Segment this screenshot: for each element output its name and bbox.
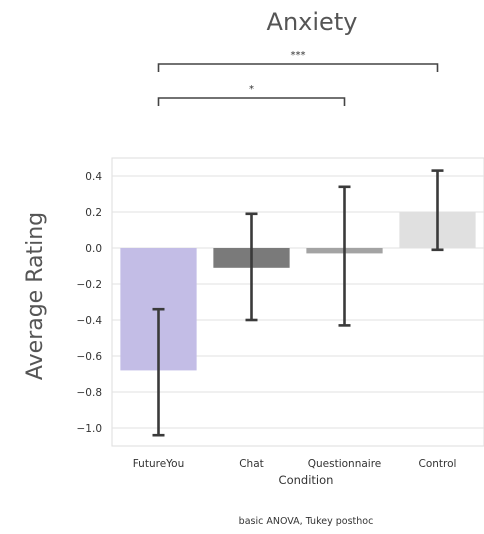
plot-frame bbox=[111, 157, 484, 447]
y-tick-label: 0.2 bbox=[85, 207, 102, 219]
y-tick-label: −0.2 bbox=[77, 279, 103, 291]
error-bar-control bbox=[431, 169, 444, 252]
significance-brackets: **** bbox=[157, 50, 439, 106]
y-tick-label: −0.4 bbox=[77, 315, 103, 327]
y-axis-label: Average Rating bbox=[23, 212, 48, 380]
axes: 0.4 0.2 0.0 −0.2 −0.4 −0.6 −0.8 −1.0 FutureYou Ch… bbox=[77, 171, 457, 470]
x-tick-label: Questionnaire bbox=[308, 458, 382, 470]
bars bbox=[120, 212, 476, 371]
y-tick-label: −0.6 bbox=[77, 351, 103, 363]
error-bar-chat bbox=[245, 212, 258, 322]
x-tick-label: Control bbox=[419, 458, 457, 470]
significance-bracket: *** bbox=[157, 50, 439, 72]
significance-bracket: * bbox=[157, 84, 346, 106]
x-tick-label: FutureYou bbox=[133, 458, 185, 470]
x-tick-label: Chat bbox=[239, 458, 264, 470]
error-bars bbox=[152, 169, 444, 437]
significance-label: * bbox=[249, 84, 254, 95]
x-axis-label: Condition bbox=[279, 473, 334, 487]
chart-title: Anxiety bbox=[267, 8, 358, 36]
error-bar-futureyou bbox=[152, 307, 165, 437]
chart-caption: basic ANOVA, Tukey posthoc bbox=[239, 516, 374, 527]
y-tick-label: 0.4 bbox=[85, 171, 102, 183]
y-tick-label: −1.0 bbox=[77, 423, 103, 435]
y-tick-label: −0.8 bbox=[77, 387, 103, 399]
significance-label: *** bbox=[291, 50, 306, 61]
y-tick-label: 0.0 bbox=[85, 243, 102, 255]
error-bar-questionnaire bbox=[338, 185, 351, 327]
